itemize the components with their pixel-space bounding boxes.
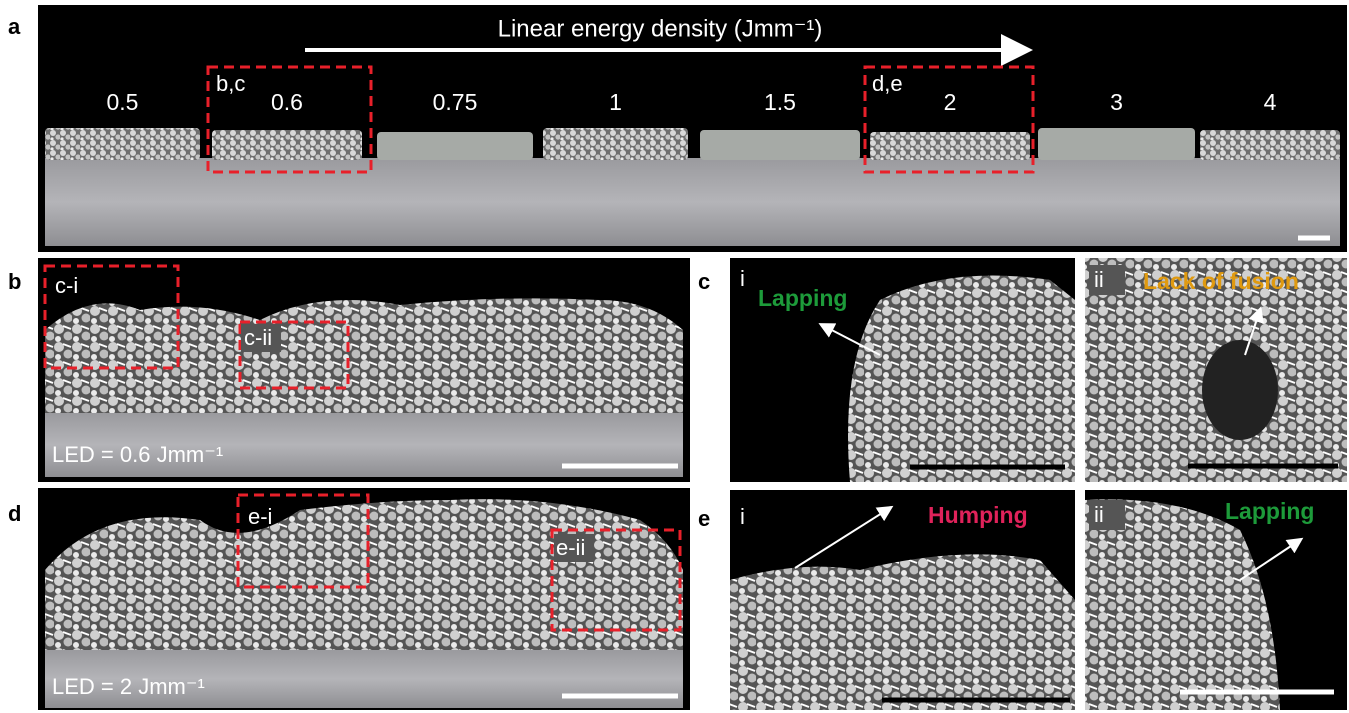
box-label: e-i [248, 504, 272, 529]
sample [543, 128, 688, 160]
deposit [848, 276, 1075, 483]
box-label: c-i [55, 273, 78, 298]
annotation: Lapping [1225, 498, 1314, 524]
sub-label: ii [1094, 267, 1104, 292]
deposit [730, 554, 1075, 710]
annotation: Lack of fusion [1143, 268, 1299, 294]
panel-label: d [8, 501, 21, 526]
energy-label: 0.5 [107, 89, 139, 115]
sample [870, 132, 1030, 160]
energy-label: 0.6 [271, 89, 303, 115]
sub-label: ii [1094, 502, 1104, 527]
led-label: LED = 0.6 Jmm⁻¹ [52, 442, 223, 467]
figure: a Linear energy density (Jmm⁻¹) 0.5 0.6 0.… [0, 0, 1349, 713]
void [1202, 340, 1278, 440]
sample [1200, 130, 1340, 160]
box-label: d,e [872, 71, 903, 96]
panel-label: a [8, 14, 21, 39]
sub-label: i [740, 504, 745, 529]
panel-label: c [698, 269, 710, 294]
panel-label: b [8, 269, 21, 294]
substrate [45, 158, 1340, 246]
energy-label: 4 [1264, 89, 1277, 115]
box-label: e-ii [556, 535, 585, 560]
energy-label: 3 [1110, 89, 1123, 115]
led-label: LED = 2 Jmm⁻¹ [52, 674, 205, 699]
sample [377, 132, 533, 160]
box-label: c-ii [244, 325, 272, 350]
sub-label: i [740, 266, 745, 291]
energy-label: 1 [609, 89, 622, 115]
annotation: Lapping [758, 285, 847, 311]
deposit [45, 298, 683, 415]
sample [45, 128, 200, 160]
annotation: Humping [928, 502, 1028, 528]
sample [1038, 128, 1195, 160]
panel-label: e [698, 506, 710, 531]
energy-label: 1.5 [764, 89, 796, 115]
sample [700, 130, 860, 160]
sample [212, 130, 362, 160]
axis-title: Linear energy density (Jmm⁻¹) [498, 15, 823, 42]
box-label: b,c [216, 71, 245, 96]
energy-label: 2 [944, 89, 957, 115]
energy-label: 0.75 [433, 89, 478, 115]
